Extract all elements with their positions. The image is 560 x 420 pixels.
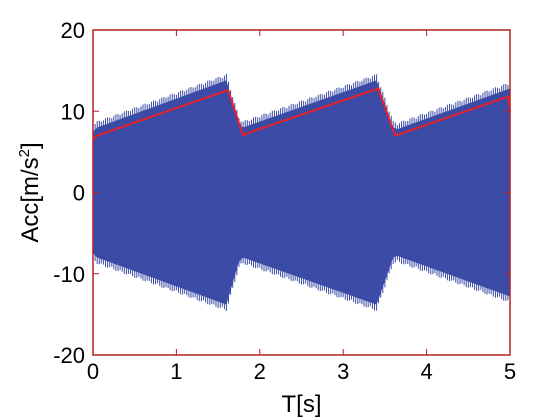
y-tick-label: 20 [61,18,85,43]
y-tick-label: -20 [53,343,85,368]
y-tick-label: -10 [53,262,85,287]
x-tick-label: 5 [504,359,516,384]
x-tick-label: 3 [337,359,349,384]
y-axis-label: Acc[m/s2] [16,142,44,242]
series-0-envelope [93,80,510,305]
x-tick-label: 4 [420,359,432,384]
y-axis-label-sup: 2 [16,149,33,157]
x-tick-label: 2 [254,359,266,384]
x-tick-label: 0 [87,359,99,384]
series-1-line [92,87,511,141]
y-tick-label: 0 [73,181,85,206]
y-axis-label-main: Acc[m/s [17,157,44,242]
ticks: 0 1 2 3 4 5 -20 -10 0 10 20 [53,18,516,384]
y-tick-label: 10 [61,99,85,124]
plot-area [92,73,511,312]
y-axis-label-close: ] [17,142,44,149]
x-tick-label: 1 [170,359,182,384]
x-axis-label: T[s] [282,391,322,418]
